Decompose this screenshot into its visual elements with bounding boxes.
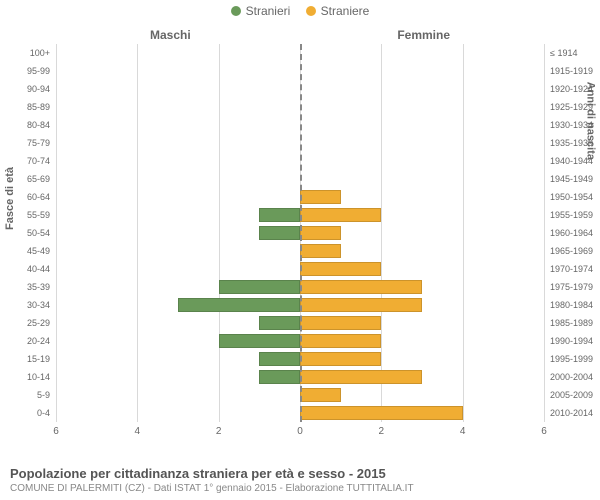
- side-title-male: Maschi: [150, 28, 191, 42]
- y-tick-birth: 1915-1919: [550, 65, 600, 77]
- y-tick-birth: 2000-2004: [550, 371, 600, 383]
- y-tick-birth: 1980-1984: [550, 299, 600, 311]
- y-tick-age: 70-74: [0, 155, 50, 167]
- y-tick-age: 95-99: [0, 65, 50, 77]
- y-tick-birth: 1990-1994: [550, 335, 600, 347]
- y-tick-age: 0-4: [0, 407, 50, 419]
- bar-male: [178, 298, 300, 312]
- bar-female: [300, 388, 341, 402]
- bar-female: [300, 190, 341, 204]
- gridline: [544, 44, 545, 422]
- y-tick-birth: 2005-2009: [550, 389, 600, 401]
- y-tick-age: 85-89: [0, 101, 50, 113]
- chart-footer: Popolazione per cittadinanza straniera p…: [10, 466, 590, 494]
- y-tick-age: 55-59: [0, 209, 50, 221]
- bar-female: [300, 334, 381, 348]
- y-tick-birth: 1960-1964: [550, 227, 600, 239]
- legend-swatch-female: [306, 6, 316, 16]
- bar-female: [300, 352, 381, 366]
- bar-female: [300, 226, 341, 240]
- y-tick-birth: 1955-1959: [550, 209, 600, 221]
- population-pyramid-chart: Stranieri Straniere Maschi Femmine Fasce…: [0, 0, 600, 500]
- legend-swatch-male: [231, 6, 241, 16]
- y-tick-age: 5-9: [0, 389, 50, 401]
- y-tick-age: 80-84: [0, 119, 50, 131]
- legend-label-male: Stranieri: [246, 4, 291, 18]
- legend-label-female: Straniere: [321, 4, 370, 18]
- y-tick-birth: 1970-1974: [550, 263, 600, 275]
- chart-subtitle: COMUNE DI PALERMITI (CZ) - Dati ISTAT 1°…: [10, 483, 590, 494]
- bar-female: [300, 370, 422, 384]
- bar-male: [259, 208, 300, 222]
- y-tick-birth: 1920-1924: [550, 83, 600, 95]
- plot-area: 6 4 2 0 2 4 6: [56, 44, 544, 444]
- x-tick: 4: [460, 426, 466, 437]
- y-tick-birth: 1930-1934: [550, 119, 600, 131]
- bar-female: [300, 280, 422, 294]
- y-tick-birth: ≤ 1914: [550, 47, 600, 59]
- y-tick-age: 20-24: [0, 335, 50, 347]
- legend-item-male: Stranieri: [231, 4, 291, 18]
- y-tick-age: 45-49: [0, 245, 50, 257]
- y-tick-birth: 1935-1939: [550, 137, 600, 149]
- bar-male: [259, 370, 300, 384]
- x-axis: 6 4 2 0 2 4 6: [56, 422, 544, 444]
- y-tick-age: 50-54: [0, 227, 50, 239]
- bar-male: [259, 316, 300, 330]
- bar-female: [300, 262, 381, 276]
- y-tick-age: 25-29: [0, 317, 50, 329]
- bar-female: [300, 406, 463, 420]
- bar-male: [259, 226, 300, 240]
- y-axis-right: ≤ 1914 1915-1919 1920-1924 1925-1929 1930-19…: [546, 44, 600, 422]
- y-tick-birth: 1925-1929: [550, 101, 600, 113]
- y-tick-age: 60-64: [0, 191, 50, 203]
- bar-male: [219, 280, 300, 294]
- side-title-female: Femmine: [397, 28, 450, 42]
- bar-female: [300, 244, 341, 258]
- y-tick-age: 10-14: [0, 371, 50, 383]
- y-tick-age: 30-34: [0, 299, 50, 311]
- y-tick-birth: 2010-2014: [550, 407, 600, 419]
- x-tick: 6: [53, 426, 59, 437]
- y-tick-birth: 1995-1999: [550, 353, 600, 365]
- y-tick-birth: 1975-1979: [550, 281, 600, 293]
- x-tick: 4: [135, 426, 141, 437]
- y-tick-age: 90-94: [0, 83, 50, 95]
- y-tick-age: 65-69: [0, 173, 50, 185]
- y-tick-age: 100+: [0, 47, 50, 59]
- x-tick: 6: [541, 426, 547, 437]
- bar-female: [300, 316, 381, 330]
- y-axis-left: 100+ 95-99 90-94 85-89 80-84 75-79 70-74 65-69 6…: [0, 44, 54, 422]
- x-tick: 2: [216, 426, 222, 437]
- chart-title: Popolazione per cittadinanza straniera p…: [10, 466, 590, 481]
- x-tick: 0: [297, 426, 303, 437]
- bar-female: [300, 298, 422, 312]
- x-tick: 2: [379, 426, 385, 437]
- y-tick-birth: 1945-1949: [550, 173, 600, 185]
- y-tick-birth: 1950-1954: [550, 191, 600, 203]
- bar-female: [300, 208, 381, 222]
- y-tick-age: 40-44: [0, 263, 50, 275]
- y-tick-birth: 1985-1989: [550, 317, 600, 329]
- y-tick-birth: 1940-1944: [550, 155, 600, 167]
- y-tick-birth: 1965-1969: [550, 245, 600, 257]
- y-tick-age: 75-79: [0, 137, 50, 149]
- center-line: [300, 44, 302, 422]
- legend-item-female: Straniere: [306, 4, 370, 18]
- legend: Stranieri Straniere: [0, 4, 600, 19]
- y-tick-age: 15-19: [0, 353, 50, 365]
- bar-male: [259, 352, 300, 366]
- y-tick-age: 35-39: [0, 281, 50, 293]
- bar-male: [219, 334, 300, 348]
